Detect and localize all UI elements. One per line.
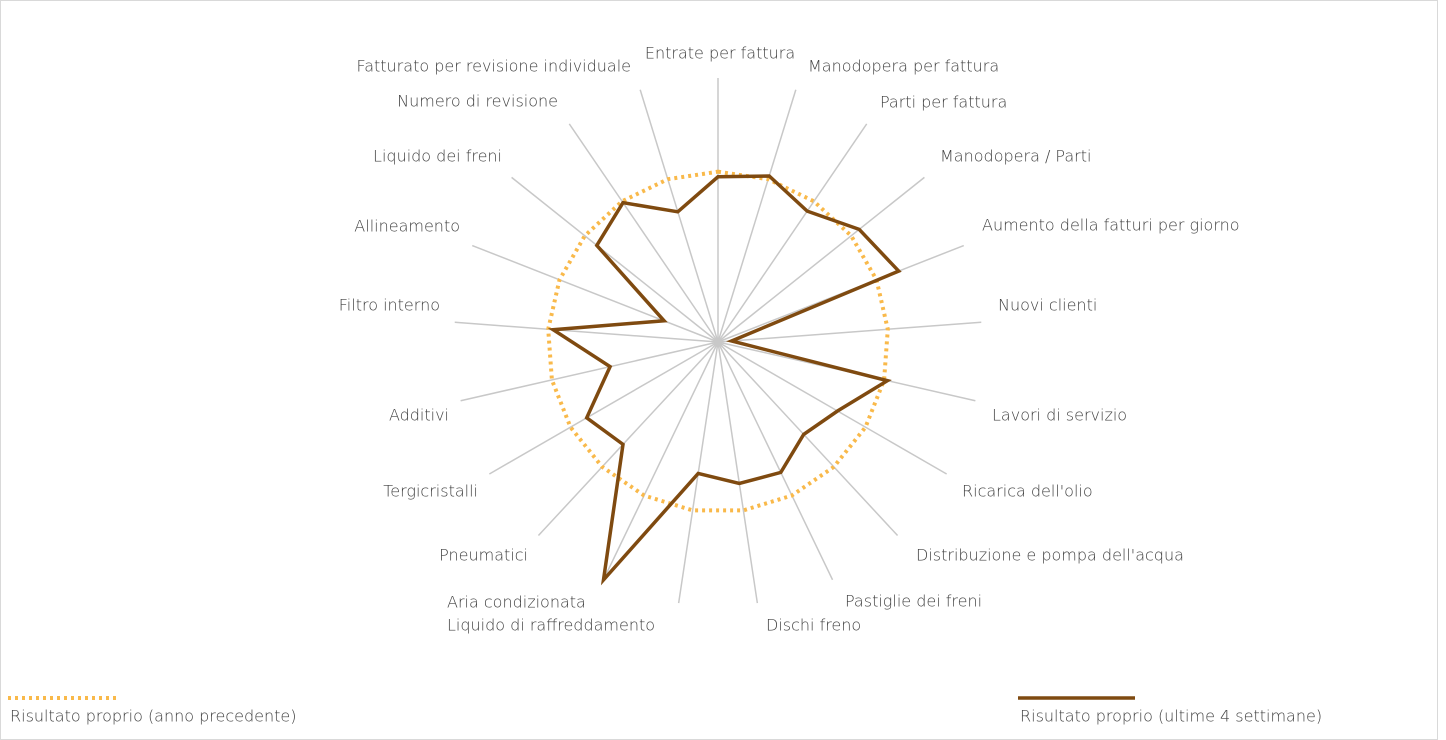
spoke	[717, 89, 797, 343]
spoke	[568, 123, 719, 343]
category-label: Numero di revisione	[397, 92, 558, 111]
category-label: Filtro interno	[339, 296, 440, 315]
spoke	[717, 123, 868, 343]
spoke	[717, 341, 759, 604]
spoke	[511, 176, 719, 343]
category-label: Additivi	[389, 406, 449, 425]
series-line	[546, 169, 890, 513]
category-label: Liquido di raffreddamento	[447, 616, 655, 635]
spoke	[537, 341, 719, 537]
category-label: Aria condizionata	[447, 593, 586, 612]
category-label: Pastiglie dei freni	[845, 592, 982, 611]
legend-label: Risultato proprio (ultime 4 settimane)	[1020, 707, 1322, 726]
category-label: Tergicristalli	[383, 482, 478, 501]
spoke	[717, 341, 834, 581]
category-label: Liquido dei freni	[373, 147, 502, 166]
spoke	[488, 341, 719, 475]
spoke	[460, 341, 719, 402]
legend-label: Risultato proprio (anno precedente)	[10, 707, 297, 726]
spoke	[717, 176, 925, 343]
category-label: Pneumatici	[439, 546, 528, 565]
spoke	[717, 341, 948, 475]
category-label: Aumento della fatturi per giorno	[982, 216, 1240, 235]
spoke	[602, 341, 719, 581]
category-label: Parti per fattura	[880, 93, 1007, 112]
spoke	[454, 321, 719, 343]
category-label: Ricarica dell'olio	[962, 482, 1093, 501]
category-label: Lavori di servizio	[992, 406, 1127, 425]
category-label: Dischi freno	[766, 616, 861, 635]
category-label: Allineamento	[354, 217, 460, 236]
category-label: Manodopera per fattura	[808, 57, 999, 76]
spoke	[639, 89, 719, 343]
category-label: Nuovi clienti	[998, 296, 1097, 315]
category-label: Distribuzione e pompa dell'acqua	[916, 546, 1184, 565]
category-label: Manodopera / Parti	[940, 147, 1091, 166]
spoke	[717, 341, 899, 537]
spoke	[717, 321, 982, 343]
category-label: Entrate per fattura	[645, 44, 795, 63]
series-line	[547, 174, 902, 586]
category-label: Fatturato per revisione individuale	[356, 57, 631, 76]
spoke	[471, 244, 719, 343]
